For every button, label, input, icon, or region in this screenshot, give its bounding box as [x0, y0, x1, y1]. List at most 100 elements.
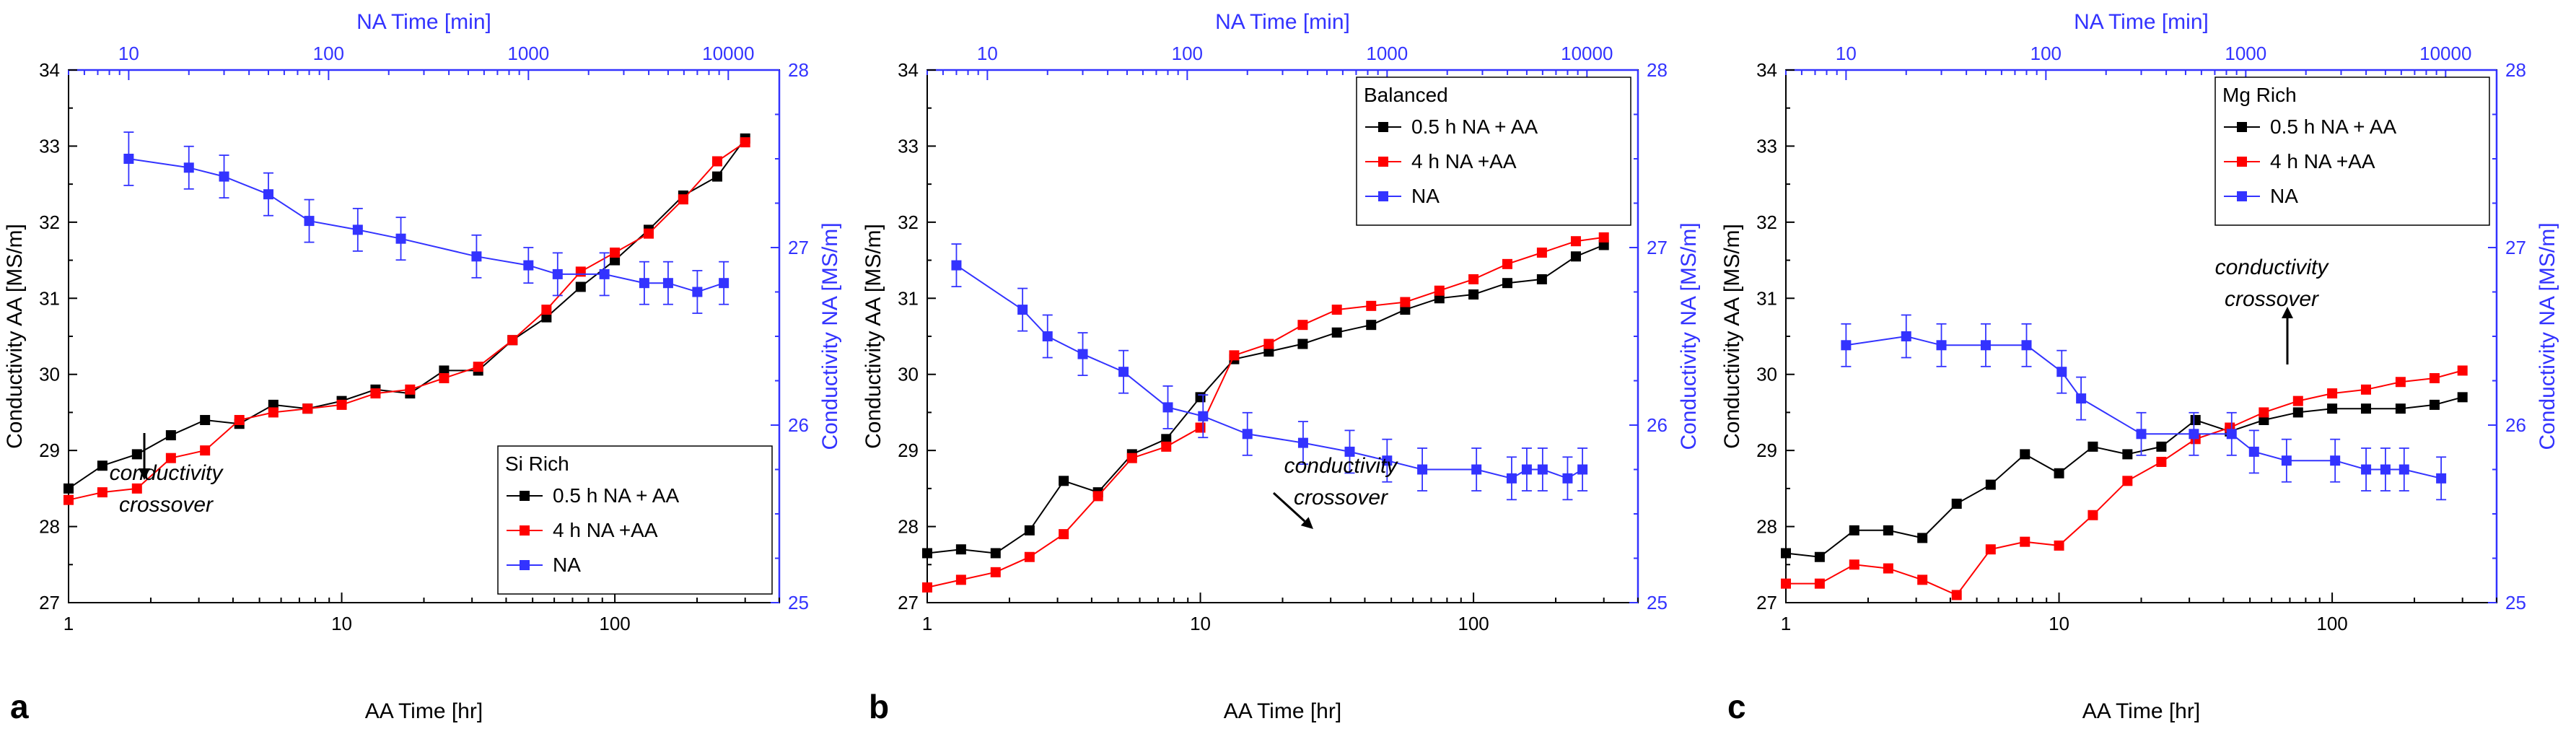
legend-title: Mg Rich: [2222, 84, 2297, 106]
data-point: [200, 414, 211, 425]
data-point: [1951, 590, 1962, 600]
series-line: [128, 158, 724, 293]
data-point: [165, 453, 176, 463]
y2-tick-label: 27: [1647, 237, 1668, 258]
annotation-text-line: crossover: [2225, 287, 2319, 311]
data-point: [711, 171, 722, 182]
legend-swatch-marker: [2237, 191, 2247, 201]
annotation-text: conductivity crossover: [2215, 255, 2330, 311]
x-axis-title: AA Time [hr]: [365, 699, 483, 723]
legend-swatch-marker: [520, 525, 530, 536]
data-point: [1814, 551, 1825, 562]
data-point: [2360, 403, 2371, 414]
data-point: [1577, 464, 1588, 475]
x2-tick-label: 10000: [702, 43, 754, 64]
annotation-arrow-shaft: [1272, 491, 1306, 523]
data-point: [1883, 563, 1893, 574]
data-point: [1077, 349, 1088, 359]
legend-swatch-marker: [520, 560, 530, 570]
data-point: [405, 384, 416, 395]
data-point: [1263, 338, 1274, 349]
data-point: [1344, 446, 1355, 457]
x-tick-label: 100: [2316, 613, 2347, 634]
data-point: [1161, 434, 1172, 445]
data-point: [131, 483, 142, 494]
y-tick-label: 33: [39, 135, 60, 157]
data-point: [131, 449, 142, 460]
data-point: [1570, 236, 1581, 247]
data-point: [123, 154, 134, 164]
data-point: [2360, 384, 2371, 395]
data-point: [1841, 340, 1852, 351]
x-axis-title: AA Time [hr]: [2082, 699, 2200, 723]
data-point: [1570, 251, 1581, 262]
data-point: [951, 260, 962, 271]
y-tick-label: 34: [898, 59, 919, 81]
data-point: [1468, 289, 1479, 300]
data-point: [922, 548, 932, 559]
data-point: [2398, 464, 2409, 475]
annotation-arrow-head: [139, 468, 150, 480]
y-tick-label: 27: [898, 592, 919, 613]
x-tick-label: 10: [331, 613, 352, 634]
data-point: [2259, 407, 2269, 418]
x2-tick-label: 100: [1172, 43, 1203, 64]
y-tick-label: 28: [1756, 516, 1777, 538]
data-point: [1936, 340, 1947, 351]
legend-entry: NA: [1411, 185, 1440, 207]
legend-swatch-marker: [1378, 157, 1388, 167]
legend-entry: NA: [553, 554, 581, 576]
panel-letter: a: [10, 688, 29, 725]
data-point: [183, 162, 194, 173]
data-point: [692, 287, 703, 297]
y2-tick-label: 28: [2505, 59, 2526, 81]
data-point: [719, 278, 730, 289]
y-tick-label: 32: [1756, 211, 1777, 233]
data-point: [575, 281, 586, 292]
chart-svg-b: 1 10 100 AA Time [hr] 10 100 1000 10000 NA Time …: [862, 10, 1701, 725]
panel-letter: c: [1727, 688, 1746, 725]
legend-entry: 0.5 h NA + AA: [1411, 115, 1538, 138]
data-point: [165, 430, 176, 441]
data-point: [1092, 491, 1103, 502]
x2-tick-label: 1000: [1366, 43, 1408, 64]
data-point: [1598, 232, 1609, 243]
data-point: [552, 268, 563, 279]
legend: Si Rich 0.5 h NA + AA 4 h NA +AA NA: [497, 445, 773, 595]
y-tick-label: 32: [898, 211, 919, 233]
annotation-text-line: conductivity: [110, 461, 224, 485]
data-point: [1468, 274, 1479, 284]
data-point: [2395, 403, 2406, 414]
data-point: [1126, 453, 1137, 463]
x-tick-label: 1: [63, 613, 74, 634]
y-tick-label: 29: [898, 440, 919, 461]
chart-svg-a: 1 10 100 AA Time [hr] 10 100 1000 10000 NA Time …: [3, 10, 842, 725]
data-point: [523, 260, 534, 271]
x2-tick-label: 10000: [2419, 43, 2471, 64]
x-tick-label: 1: [1781, 613, 1791, 634]
legend-box: [497, 445, 773, 595]
data-point: [1849, 525, 1859, 536]
data-point: [2021, 340, 2032, 351]
data-point: [1024, 551, 1035, 562]
y2-axis-title: Conductivity NA [MS/m]: [1677, 222, 1701, 450]
data-point: [268, 407, 279, 418]
data-point: [1471, 464, 1482, 475]
data-point: [370, 388, 381, 399]
series-4-h-na-aa: [1781, 365, 2468, 600]
data-point: [2122, 449, 2133, 460]
x2-axis-title: NA Time [min]: [356, 10, 491, 34]
data-point: [2429, 372, 2440, 383]
data-point: [575, 266, 586, 277]
data-point: [1901, 331, 1911, 341]
data-point: [1195, 392, 1206, 403]
data-point: [1024, 525, 1035, 536]
y2-tick-label: 27: [2505, 237, 2526, 258]
data-point: [610, 255, 621, 266]
legend-swatch-marker: [2237, 157, 2247, 167]
data-point: [1598, 240, 1609, 250]
data-point: [63, 483, 74, 494]
legend-swatch-marker: [520, 491, 530, 501]
data-point: [1980, 340, 1991, 351]
